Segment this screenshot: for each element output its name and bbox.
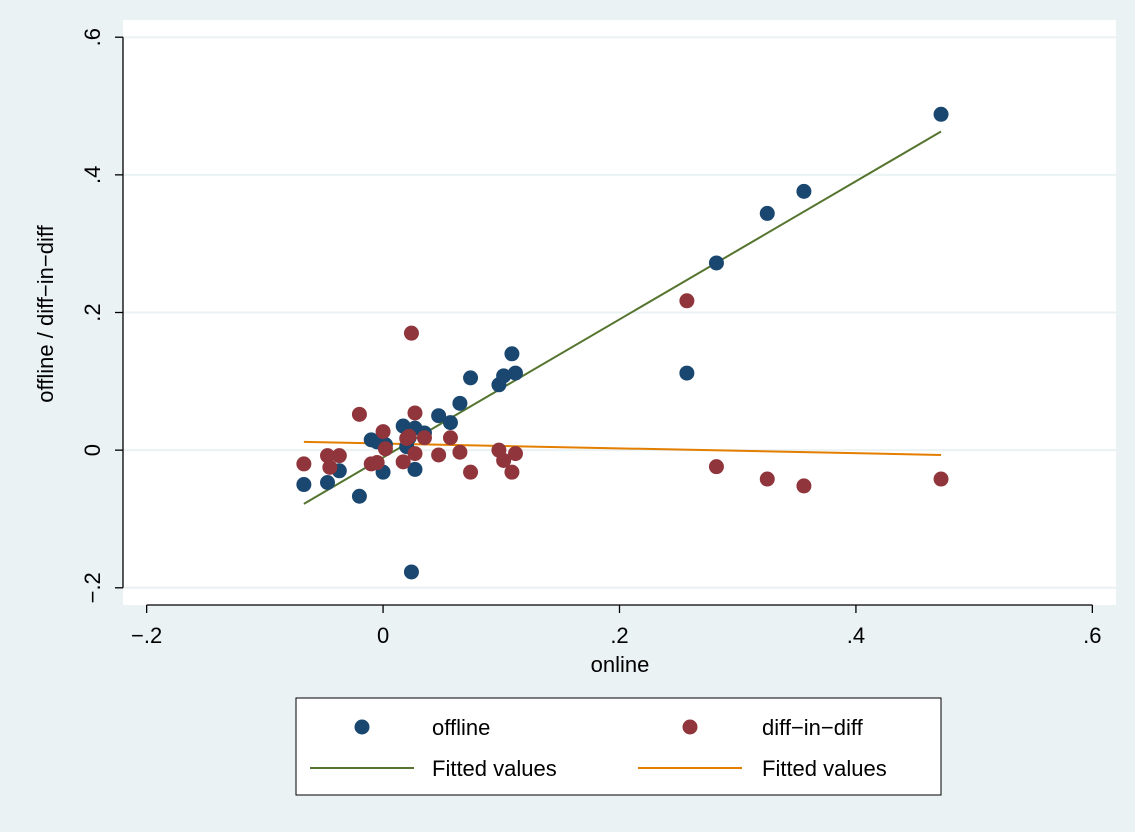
x-tick-label: 0: [377, 623, 389, 648]
x-tick-label: .4: [847, 623, 865, 648]
legend-label: Fitted values: [762, 756, 887, 781]
diff-in-diff-point: [452, 444, 468, 460]
diff-in-diff-point: [377, 441, 393, 457]
offline-point: [442, 415, 458, 431]
diff-in-diff-point: [407, 446, 423, 462]
offline-point: [452, 395, 468, 411]
diff-in-diff-point: [431, 447, 447, 463]
offline-point: [496, 368, 512, 384]
offline-point: [296, 477, 312, 493]
diff-in-diff-point: [351, 406, 367, 422]
x-tick-label: −.2: [131, 623, 162, 648]
legend-label: offline: [432, 715, 490, 740]
legend: offline diff−in−diff Fitted values Fitted v…: [295, 697, 942, 796]
y-axis-label: offline / diff−in−diff: [33, 224, 58, 402]
legend-marker: [682, 719, 698, 735]
diff-in-diff-point: [401, 428, 417, 444]
diff-in-diff-point: [442, 430, 458, 446]
diff-in-diff-point: [708, 459, 724, 475]
diff-in-diff-point: [504, 464, 520, 480]
diff-in-diff-point: [796, 478, 812, 494]
x-tick-label: .2: [610, 623, 628, 648]
diff-in-diff-point: [322, 459, 338, 475]
x-tick-label: .6: [1083, 623, 1101, 648]
y-tick-label: 0: [80, 444, 105, 456]
offline-point: [507, 365, 523, 381]
legend-label: Fitted values: [432, 756, 557, 781]
offline-point: [407, 461, 423, 477]
offline-point: [320, 474, 336, 490]
offline-point: [504, 346, 520, 362]
diff-in-diff-point: [679, 293, 695, 309]
diff-in-diff-point: [933, 471, 949, 487]
diff-in-diff-point: [331, 448, 347, 464]
offline-point: [933, 106, 949, 122]
offline-point: [431, 408, 447, 424]
diff-in-diff-point: [375, 424, 391, 440]
y-tick-label: −.2: [80, 572, 105, 603]
data-points: [296, 106, 949, 580]
diff-in-diff-point: [507, 446, 523, 462]
diff-in-diff-point: [416, 430, 432, 446]
x-axis-label: online: [591, 652, 650, 677]
diff-in-diff-point: [496, 452, 512, 468]
offline-point: [708, 255, 724, 271]
offline-point: [679, 365, 695, 381]
diff-in-diff-point: [403, 325, 419, 341]
legend-box: [295, 697, 942, 796]
offline-point: [403, 564, 419, 580]
y-tick-label: .2: [80, 303, 105, 321]
offline-point: [759, 205, 775, 221]
offline-point: [796, 183, 812, 199]
offline-point: [351, 488, 367, 504]
axes: −.2 0 .2 .4 .6 −.2 0 .2 .4 .6: [80, 28, 1102, 648]
legend-marker: [354, 719, 370, 735]
diff-in-diff-point: [320, 448, 336, 464]
y-tick-label: .4: [80, 166, 105, 184]
y-tick-label: .6: [80, 28, 105, 46]
diff-in-diff-point: [407, 405, 423, 421]
diff-in-diff-point: [463, 464, 479, 480]
diff-in-diff-point: [369, 455, 385, 471]
gridlines: [123, 36, 1116, 589]
diff-in-diff-point: [759, 471, 775, 487]
offline-point: [463, 370, 479, 386]
diff-in-diff-point: [296, 456, 312, 472]
legend-label: diff−in−diff: [762, 715, 864, 740]
diff-in-diff-point: [395, 454, 411, 470]
